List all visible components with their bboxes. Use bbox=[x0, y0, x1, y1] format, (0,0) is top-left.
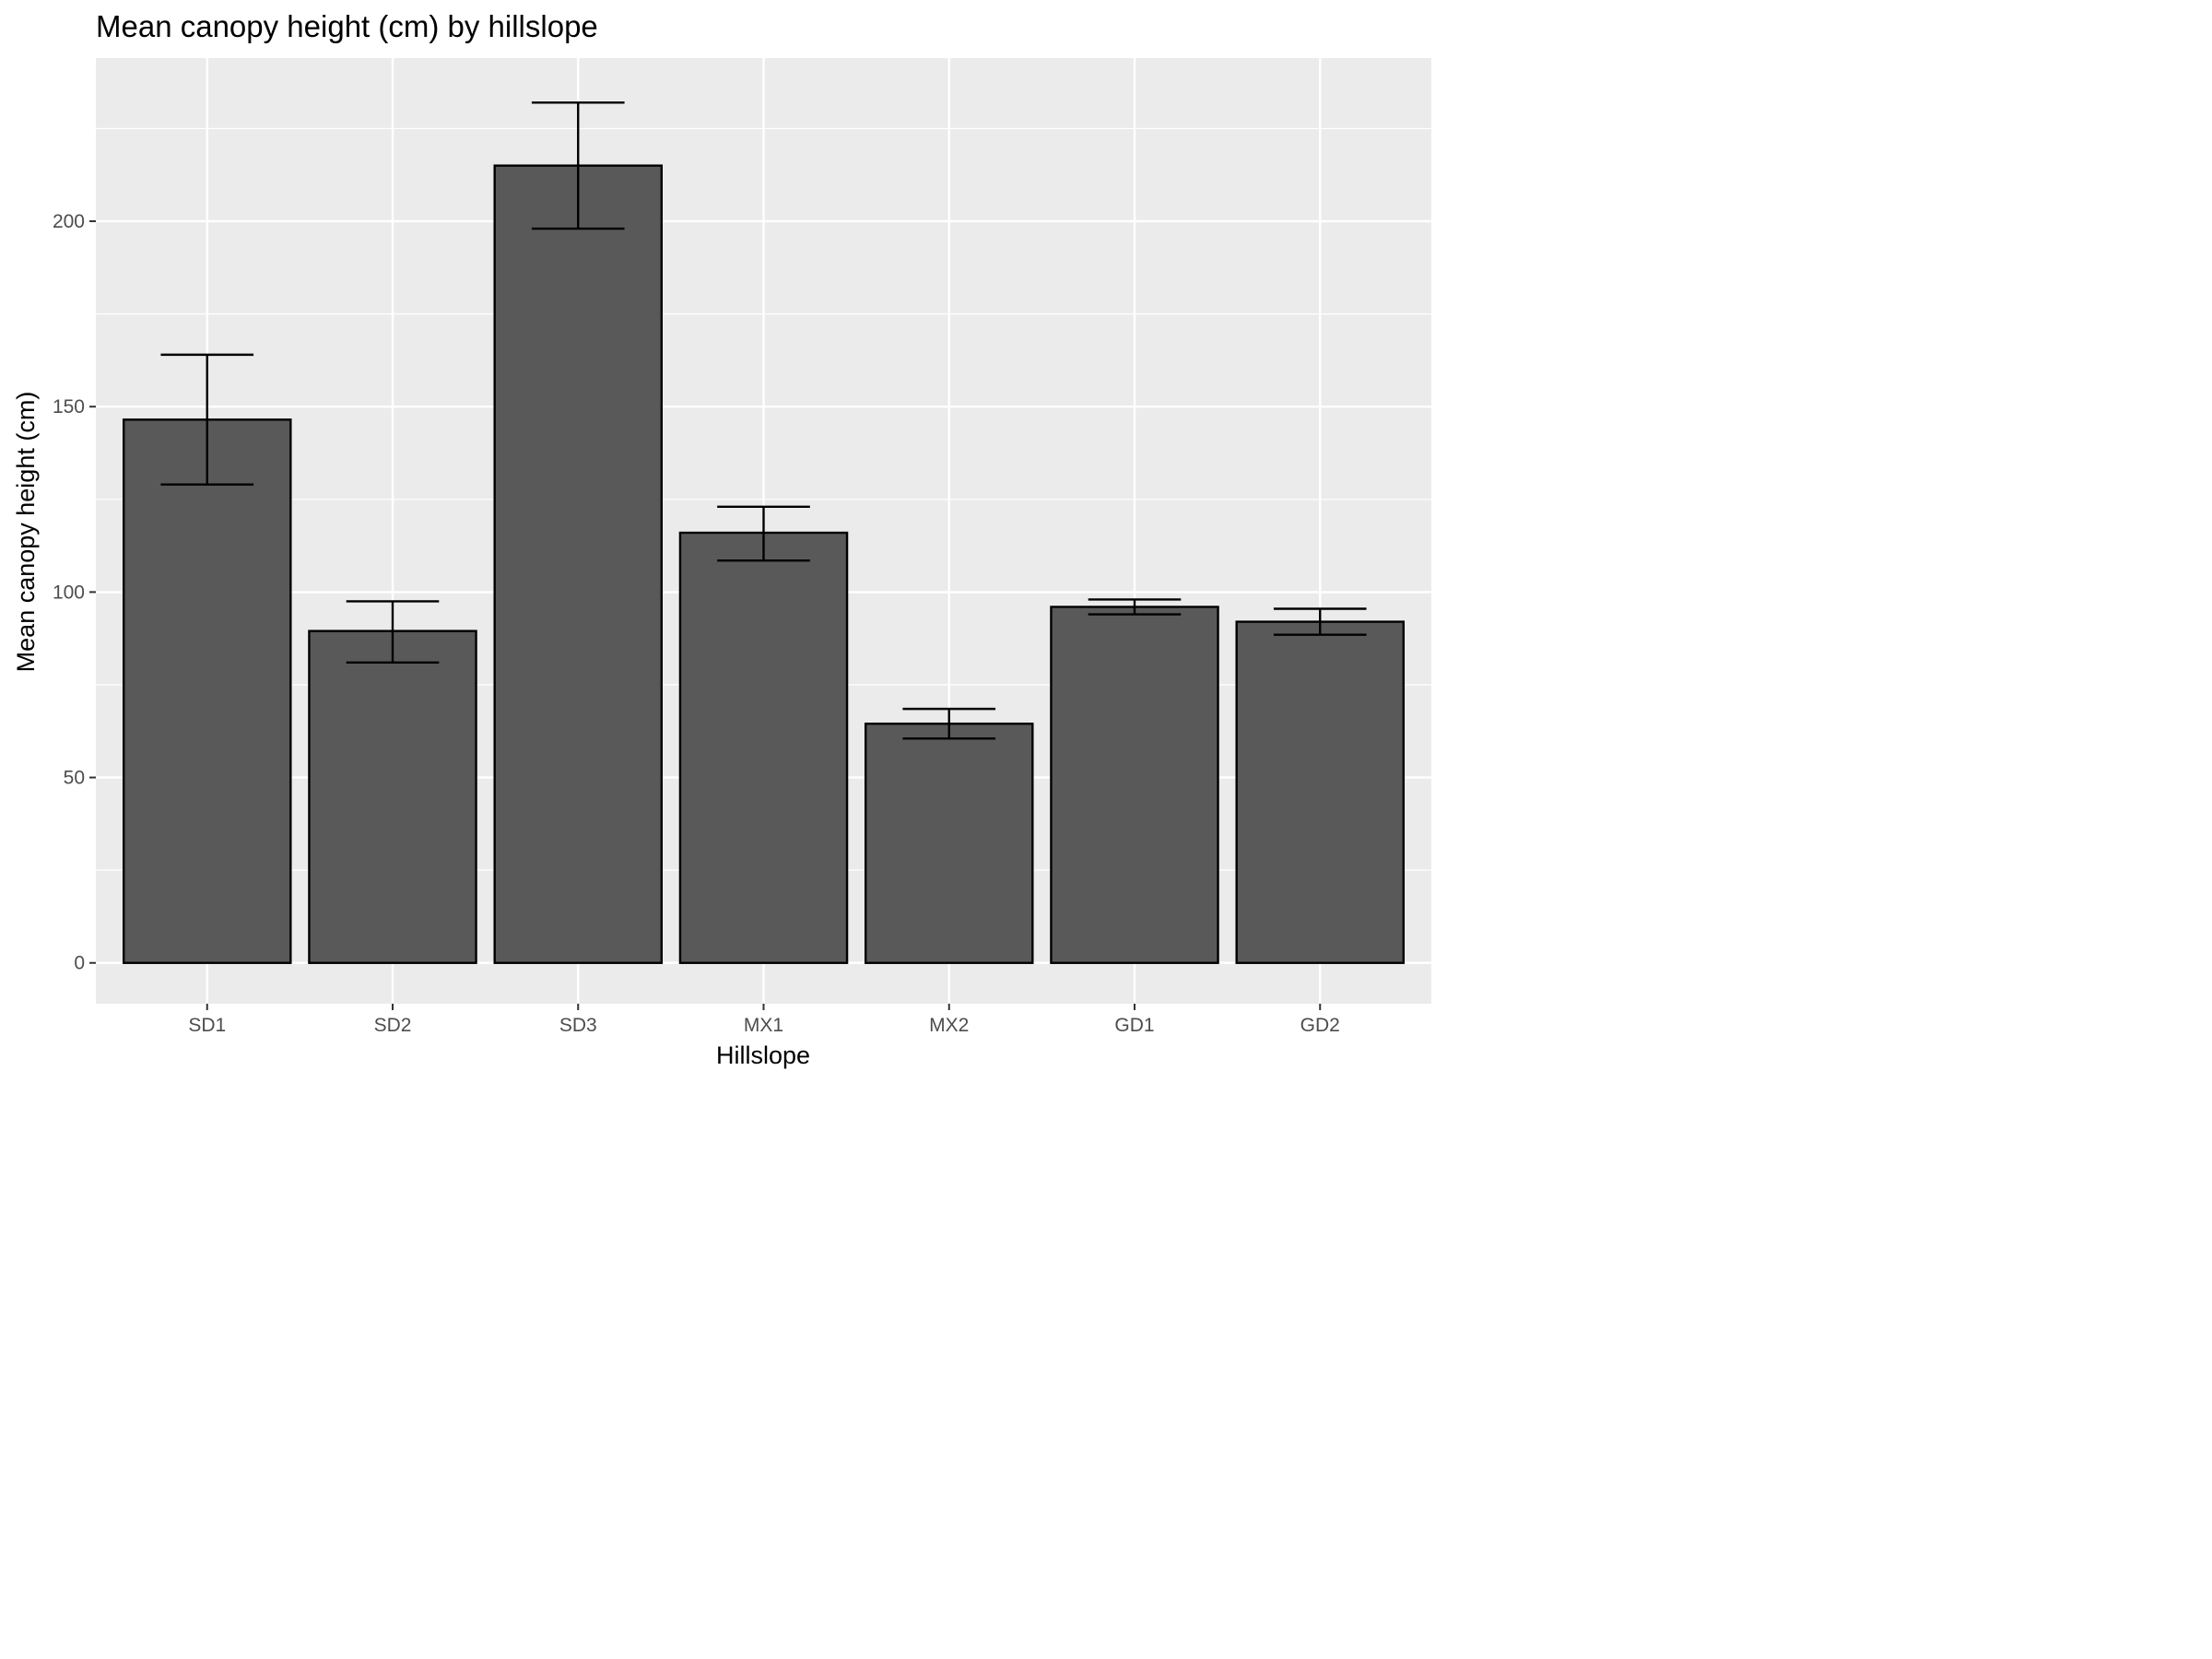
error-bar-sd1 bbox=[160, 353, 254, 486]
y-axis-title: Mean canopy height (cm) bbox=[12, 392, 40, 673]
bar-gd1 bbox=[1050, 606, 1219, 964]
chart-title: Mean canopy height (cm) by hillslope bbox=[96, 9, 598, 43]
bar-mx1 bbox=[678, 531, 849, 964]
error-bar-sd3 bbox=[531, 101, 625, 230]
error-bar-gd2 bbox=[1273, 607, 1367, 636]
bar-chart: Mean canopy height (cm) by hillslope 0 50… bbox=[12, 9, 1431, 1069]
error-bar-sd2 bbox=[346, 600, 440, 665]
bar-sd2 bbox=[308, 629, 477, 964]
x-tick-label: SD3 bbox=[559, 1015, 597, 1036]
y-tick-label: 100 bbox=[53, 582, 85, 603]
bar-gd2 bbox=[1235, 620, 1406, 964]
y-tick-label: 150 bbox=[53, 396, 85, 418]
x-axis: SD1 SD2 SD3 MX1 MX2 GD1 GD2 bbox=[188, 1004, 1340, 1036]
y-tick-label: 50 bbox=[64, 768, 85, 789]
error-bar-gd1 bbox=[1088, 598, 1182, 616]
x-tick-label: SD2 bbox=[374, 1015, 412, 1036]
error-bars bbox=[160, 101, 1367, 740]
x-tick-label: MX2 bbox=[929, 1015, 969, 1036]
bars bbox=[122, 164, 1406, 964]
x-tick-label: GD1 bbox=[1114, 1015, 1154, 1036]
chart-container: Mean canopy height (cm) by hillslope 0 50… bbox=[0, 0, 1438, 1078]
y-axis: 0 50 100 150 200 bbox=[53, 211, 96, 974]
bar-mx2 bbox=[864, 723, 1034, 964]
bar-sd3 bbox=[493, 164, 664, 964]
bar-sd1 bbox=[122, 418, 292, 964]
y-tick-label: 200 bbox=[53, 211, 85, 232]
y-tick-label: 0 bbox=[74, 953, 85, 974]
x-tick-label: SD1 bbox=[188, 1015, 226, 1036]
x-axis-title: Hillslope bbox=[716, 1041, 810, 1069]
error-bar-mx2 bbox=[902, 707, 996, 740]
error-bar-mx1 bbox=[717, 505, 810, 562]
x-tick-label: MX1 bbox=[744, 1015, 783, 1036]
x-tick-label: GD2 bbox=[1300, 1015, 1340, 1036]
